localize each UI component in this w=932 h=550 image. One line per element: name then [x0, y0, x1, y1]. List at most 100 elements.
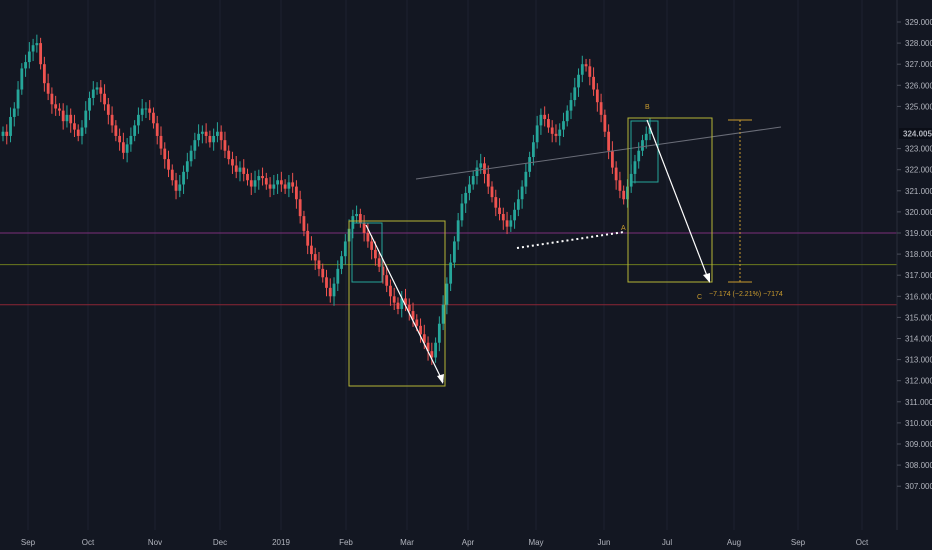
time-tick-label: Jul: [662, 538, 672, 547]
candle-body: [595, 89, 599, 103]
candle-body: [42, 64, 46, 84]
wave-label-b: B: [645, 104, 650, 111]
candle-body: [99, 87, 103, 94]
price-tick-label: 323.000: [905, 145, 932, 154]
candle-body: [276, 180, 279, 185]
candle-body: [452, 241, 456, 263]
arrow-head-1: [437, 374, 444, 384]
candle-body: [65, 114, 69, 122]
candle-body: [118, 135, 122, 143]
candle-body: [137, 114, 140, 126]
candle-body: [385, 275, 389, 286]
candle-body: [272, 184, 276, 189]
candle-body: [185, 161, 189, 172]
candle-body: [370, 241, 374, 250]
candle-body: [24, 62, 27, 69]
price-tick-label: 320.000: [905, 208, 932, 217]
candle-body: [468, 184, 471, 193]
candle-body: [498, 207, 501, 215]
candle-body: [516, 199, 520, 210]
price-tick-label: 311.000: [905, 398, 932, 407]
candle-body: [479, 163, 483, 168]
price-tick-label: 317.000: [905, 271, 932, 280]
resistance-trendline[interactable]: [415, 126, 782, 180]
candle-body: [295, 186, 298, 200]
candle-body: [189, 150, 193, 162]
time-tick-label: Oct: [856, 538, 869, 547]
candle-body: [249, 180, 253, 187]
down-arrow-2[interactable]: [646, 119, 710, 282]
candle-body: [178, 184, 182, 191]
candle-body: [140, 108, 144, 115]
candle-body: [501, 214, 505, 221]
candle-body: [483, 163, 486, 174]
price-tick-label: 318.000: [905, 250, 932, 259]
horizontal-levels: [0, 232, 897, 306]
candle-body: [343, 241, 347, 257]
time-tick-label: Oct: [82, 538, 95, 547]
candle-body: [392, 296, 396, 303]
support-dotted-line[interactable]: [516, 231, 625, 249]
price-axis-panel: [897, 0, 932, 550]
candle-body: [287, 182, 291, 189]
candle-body: [170, 169, 174, 181]
candle-body: [54, 104, 58, 109]
candle-body: [471, 176, 475, 185]
pattern-inner-box-1[interactable]: [351, 222, 383, 283]
price-tick-label: 328.000: [905, 39, 932, 48]
price-tick-label: 309.000: [905, 440, 932, 449]
candle-body: [505, 220, 509, 227]
candle-body: [460, 203, 464, 221]
price-tick-label: 322.000: [905, 166, 932, 175]
candle-body: [61, 110, 65, 122]
price-axis[interactable]: 329.000 328.000 327.000 326.000 325.000 323.0…: [897, 18, 932, 491]
candle-body: [622, 190, 626, 200]
candle-body: [238, 167, 242, 172]
candle-body: [212, 135, 216, 143]
candle-body: [411, 311, 415, 320]
down-arrow-1[interactable]: [365, 224, 444, 383]
candle-body: [197, 133, 201, 141]
candle-body: [573, 87, 577, 101]
candle-body: [592, 76, 595, 90]
candle-body: [321, 268, 325, 278]
candle-body: [234, 165, 238, 172]
candle-body: [31, 45, 35, 52]
candle-body: [9, 116, 12, 136]
candle-body: [407, 304, 411, 312]
candle-body: [486, 173, 490, 187]
candle-body: [426, 342, 430, 352]
candle-body: [513, 209, 516, 221]
candle-body: [155, 123, 159, 136]
candle-body: [200, 131, 204, 134]
candle-body: [16, 89, 20, 109]
candle-body: [569, 100, 573, 111]
candle-body: [306, 230, 310, 246]
candle-body: [520, 186, 524, 200]
candle-body: [227, 150, 231, 160]
candle-body: [298, 199, 302, 217]
candle-body: [404, 298, 407, 305]
pattern-box-2[interactable]: [627, 117, 713, 283]
candle-body: [644, 133, 648, 141]
time-axis[interactable]: Sep Oct Nov Dec 2019 Feb Mar Apr May Jun Jul Aug Sep…: [21, 538, 869, 547]
candle-body: [69, 114, 73, 124]
pattern-box-1[interactable]: [348, 220, 446, 387]
candle-body: [114, 125, 118, 136]
candle-body: [381, 266, 385, 276]
candle-body: [103, 93, 106, 105]
candle-body: [302, 216, 306, 231]
arrow-head-2: [703, 273, 710, 283]
candle-body: [121, 142, 125, 153]
candle-body: [317, 260, 321, 269]
annotations[interactable]: A B C −7.174 (−2.21%) −7174: [348, 104, 783, 387]
candle-body: [73, 123, 76, 130]
candle-body: [223, 140, 227, 151]
time-tick-label: May: [528, 538, 543, 547]
candle-body: [377, 258, 381, 267]
pattern-inner-box-2[interactable]: [630, 120, 659, 183]
candle-body: [27, 51, 31, 63]
candle-body: [310, 245, 313, 255]
